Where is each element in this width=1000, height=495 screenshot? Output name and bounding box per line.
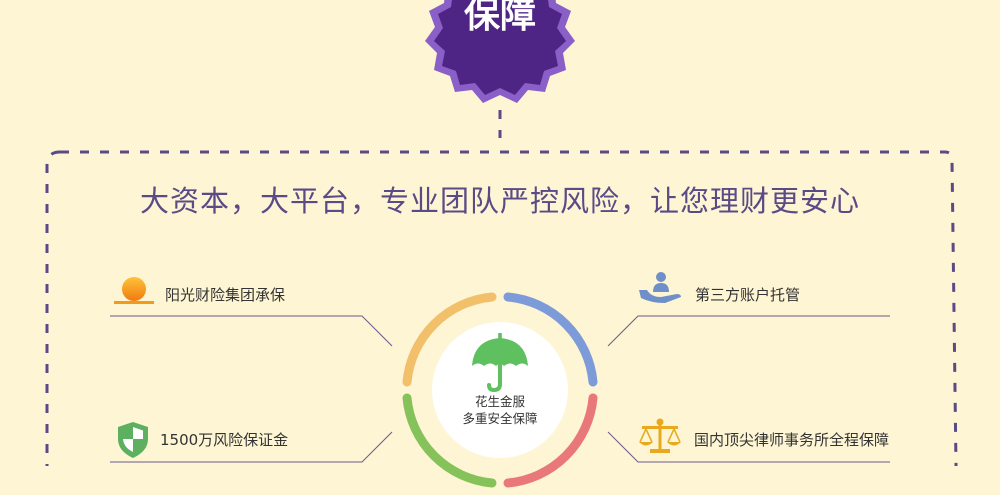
safety-badge: 安全 保障 [415, 0, 585, 107]
sun-icon [112, 276, 156, 308]
center-caption-line2: 多重安全保障 [462, 411, 538, 426]
connector-top-left [110, 315, 393, 347]
feature-label-escrow: 第三方账户托管 [695, 286, 801, 304]
feature-label-legal: 国内顶尖律师事务所全程保障 [694, 431, 890, 449]
shield-icon [116, 421, 150, 459]
feature-label-deposit: 1500万风险保证金 [160, 431, 289, 449]
feature-label-insurance: 阳光财险集团承保 [165, 286, 286, 304]
connector-bottom-left [110, 431, 393, 463]
scales-icon [638, 418, 682, 456]
umbrella-icon [472, 333, 528, 393]
ring-segment-blue [503, 292, 598, 387]
ring-segment-yellow [402, 292, 497, 387]
center-caption: 花生金服 多重安全保障 [430, 393, 570, 427]
headline: 大资本，大平台，专业团队严控风险，让您理财更安心 [139, 184, 860, 218]
connector-bottom-right [607, 431, 890, 463]
connector-top-right [607, 315, 890, 347]
security-ring [402, 292, 598, 488]
dashed-frame [45, 110, 958, 466]
center-caption-line1: 花生金服 [474, 394, 525, 409]
badge-title-line2: 保障 [463, 0, 536, 36]
hand-person-icon [637, 270, 683, 306]
badge-seal-icon [425, 0, 575, 103]
